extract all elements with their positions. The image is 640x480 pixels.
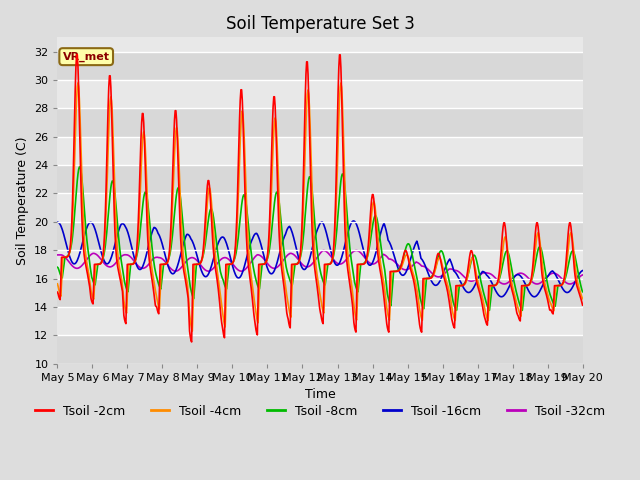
Title: Soil Temperature Set 3: Soil Temperature Set 3 [225, 15, 415, 33]
Bar [58, 51, 582, 80]
Bar [58, 137, 582, 165]
Legend: Tsoil -2cm, Tsoil -4cm, Tsoil -8cm, Tsoil -16cm, Tsoil -32cm: Tsoil -2cm, Tsoil -4cm, Tsoil -8cm, Tsoi… [29, 400, 611, 423]
Bar [58, 278, 582, 307]
Bar [58, 222, 582, 250]
Bar [58, 193, 582, 222]
Bar [58, 336, 582, 364]
Bar [58, 250, 582, 278]
Bar [58, 165, 582, 193]
Y-axis label: Soil Temperature (C): Soil Temperature (C) [15, 136, 29, 265]
Bar [58, 80, 582, 108]
Text: VR_met: VR_met [63, 51, 109, 62]
Bar [58, 108, 582, 137]
X-axis label: Time: Time [305, 388, 335, 401]
Bar [58, 307, 582, 336]
